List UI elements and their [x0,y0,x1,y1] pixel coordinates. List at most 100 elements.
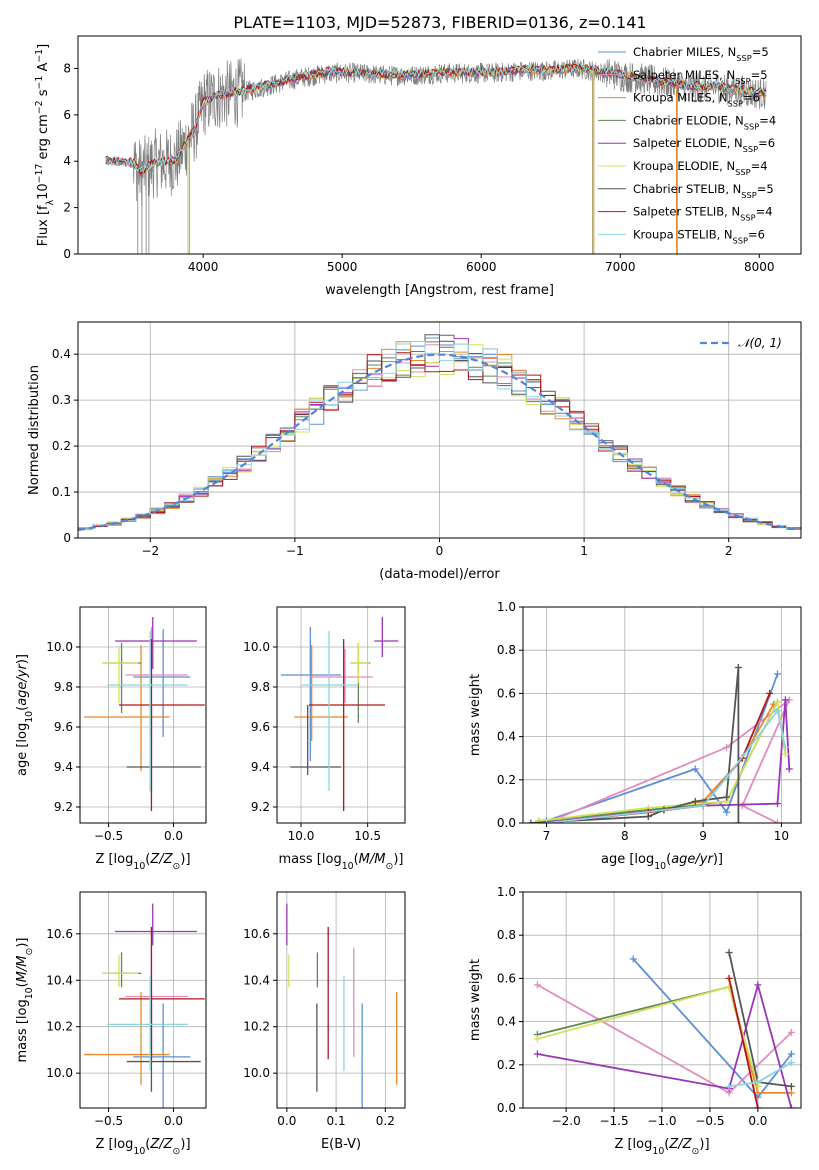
axes-frame: −2 −1 0 1 2 0 0.1 0.2 0.3 0.4 [52,321,802,558]
x-tick-label: 10 [774,829,789,843]
chart-age-vs-mass: 10.0 10.5 9.2 9.4 9.6 9.8 10.0 mass [log10(M/M⊙… [243,606,406,872]
legend-label: Chabrier MILES, NSSP=5 [633,45,769,63]
x-tick-label: 0.0 [277,1114,296,1128]
y-tick-label: 10.2 [46,1020,73,1034]
y-tick-label: 0.6 [497,971,516,985]
y-tick-label: 10.2 [243,1020,270,1034]
x-tick-label: −1.0 [647,1114,676,1128]
y-tick-label: 9.2 [54,800,73,814]
plot-area [83,903,205,1108]
y-tick-label: 6 [63,108,71,122]
normal-curve [78,353,799,531]
plot-area [281,617,399,811]
legend-label: Salpeter MILES, NSSP=5 [633,68,768,86]
plots-layer: 4000 5000 6000 7000 8000 0 2 4 6 8 wavelength [Ang… [15,35,802,1157]
x-axis-label: wavelength [Angstrom, rest frame] [325,283,554,298]
chart-weight-vs-Z: −2.0 −1.5 −1.0 −0.5 0.0 0.0 0.2 0.4 0.6 0.8 1.0 Z [… [468,885,802,1157]
y-tick-label: 10.6 [243,927,270,941]
y-tick-label: 1.0 [497,600,516,614]
residual-histogram [78,352,801,529]
model-spectrum [105,62,767,173]
x-axis-label: Z [log10(Z/Z⊙)] [95,852,190,872]
y-tick-label: 0.8 [497,928,516,942]
axes-border [77,35,802,255]
y-axis-label: age [log10(age/yr)] [15,654,35,776]
x-tick-label: 0.0 [748,1114,767,1128]
x-tick-label: −0.5 [94,829,123,843]
y-tick-label: 0 [63,531,71,545]
x-tick-label: 6000 [466,260,497,274]
x-tick-label: 8 [621,829,629,843]
x-tick-label: 7000 [605,260,636,274]
residual-histogram [78,341,801,530]
plot-area [83,617,205,811]
y-axis-label: Normed distribution [27,365,42,495]
y-tick-label: 10.0 [243,1066,270,1080]
y-tick-label: 9.4 [251,760,270,774]
y-tick-label: 10.0 [243,640,270,654]
x-tick-label: −2.0 [552,1114,581,1128]
x-tick-label: −0.5 [94,1114,123,1128]
y-tick-label: 10.4 [243,973,270,987]
legend-label: Kroupa STELIB, NSSP=6 [633,227,765,245]
x-tick-label: −1.5 [599,1114,628,1128]
y-tick-label: 0 [63,247,71,261]
x-axis-label: Z [log10(Z/Z⊙)] [95,1137,190,1157]
y-tick-label: 10.0 [46,1066,73,1080]
y-axis-label: mass weight [468,959,483,1041]
y-tick-label: 0.2 [497,1058,516,1072]
x-tick-label: 0.0 [164,829,183,843]
y-tick-label: 4 [63,154,71,168]
axes-border [522,606,802,824]
y-tick-label: 0.0 [497,816,516,830]
x-tick-label: −0.5 [695,1114,724,1128]
legend-label: Chabrier STELIB, NSSP=5 [633,182,774,200]
x-axis-label: E(B-V) [321,1137,361,1152]
x-tick-label: 1 [580,544,588,558]
y-tick-label: 0.3 [52,393,71,407]
x-tick-label: 0.2 [376,1114,395,1128]
x-tick-label: 10.5 [354,829,381,843]
axes-frame: −0.5 0.0 9.2 9.4 9.6 9.8 10.0 [46,606,207,843]
axes-frame: −0.5 0.0 10.0 10.2 10.4 10.6 [46,891,207,1128]
x-tick-label: 0 [436,544,444,558]
chart-mass-vs-Z: −0.5 0.0 10.0 10.2 10.4 10.6 Z [log10(Z/Z⊙)] ma… [15,891,207,1157]
weight-series [537,985,759,1087]
x-axis-label: Z [log10(Z/Z⊙)] [614,1137,709,1157]
y-tick-label: 10.0 [46,640,73,654]
figure-title: PLATE=1103, MJD=52873, FIBERID=0136, z=0… [233,13,646,32]
plot-area [527,663,793,823]
axes-frame: 0.0 0.1 0.2 10.0 10.2 10.4 10.6 [243,891,406,1128]
y-tick-label: 0.1 [52,485,71,499]
x-axis-label: age [log10(age/yr)] [601,852,723,872]
y-tick-label: 1.0 [497,885,516,899]
residual-histogram [78,334,801,530]
axes-border [79,891,207,1109]
legend-label: Chabrier ELODIE, NSSP=4 [633,113,776,131]
chart-residuals: −2 −1 0 1 2 0 0.1 0.2 0.3 0.4 (data-model)/error No… [27,321,802,582]
chart-spectrum: 4000 5000 6000 7000 8000 0 2 4 6 8 wavelength [Ang… [34,35,802,298]
weight-series [546,673,779,822]
x-axis-label: (data-model)/error [379,567,500,582]
weight-series [538,699,791,823]
y-tick-label: 9.2 [251,800,270,814]
legend-label: Kroupa MILES, NSSP=6 [633,91,760,109]
x-tick-label: 10.0 [288,829,315,843]
weight-series [537,985,759,1087]
weight-series [546,693,771,823]
legend-label: Salpeter STELIB, NSSP=4 [633,205,773,223]
y-tick-label: 0.4 [52,347,71,361]
plot-area [286,903,398,1108]
legend-label: 𝒩(0, 1) [738,336,782,350]
axes-frame: 7 8 9 10 0.0 0.2 0.4 0.6 0.8 1.0 [497,600,802,843]
y-tick-label: 9.4 [54,760,73,774]
x-tick-label: 4000 [188,260,219,274]
legend-label: Salpeter ELODIE, NSSP=6 [633,136,775,154]
x-tick-label: 9 [699,829,707,843]
y-tick-label: 9.6 [251,720,270,734]
y-tick-label: 0.6 [497,686,516,700]
y-tick-label: 10.6 [46,927,73,941]
y-tick-label: 8 [63,61,71,75]
y-tick-label: 9.8 [54,680,73,694]
